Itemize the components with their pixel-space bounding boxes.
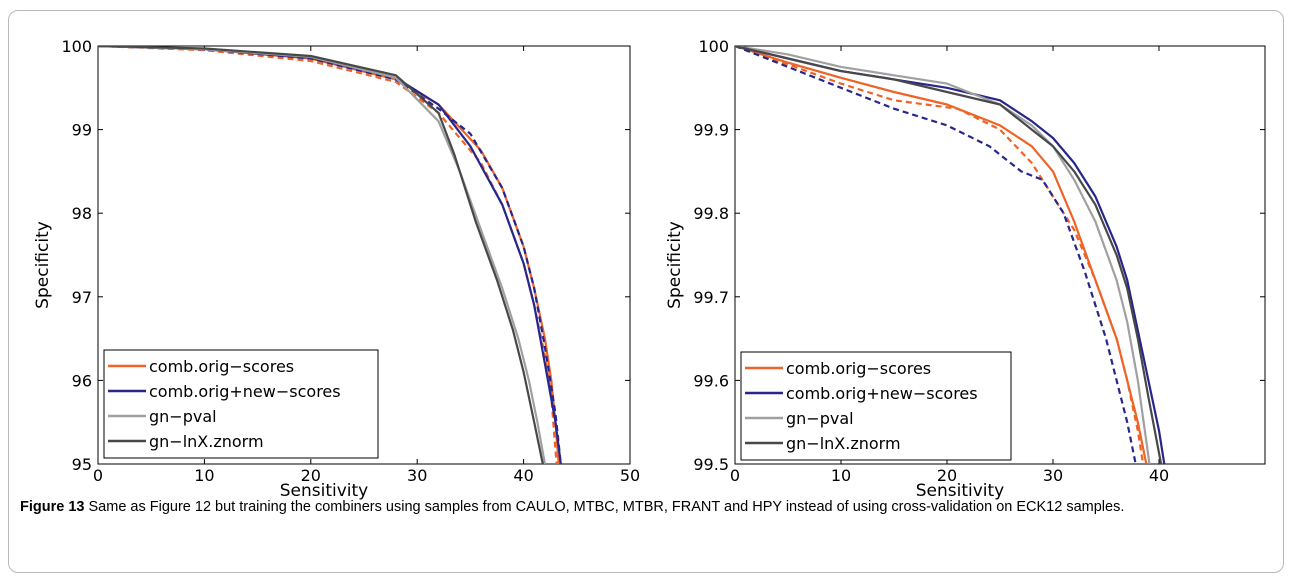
y-tick-label: 99.8 (693, 204, 729, 223)
x-axis-label: Sensitivity (280, 481, 369, 500)
legend-label: comb.orig+new−scores (786, 384, 978, 403)
series-line-3 (735, 46, 1137, 464)
series-line-1 (735, 46, 1145, 464)
plot-area-frame (97, 45, 631, 465)
legend-box (103, 349, 379, 459)
legend-label: comb.orig−scores (149, 357, 294, 376)
x-tick-label: 50 (620, 466, 640, 485)
x-tick-label: 40 (1149, 466, 1169, 485)
legend-label: comb.orig+new−scores (149, 382, 341, 401)
y-tick-label: 99.7 (693, 288, 729, 307)
x-tick-label: 20 (937, 466, 957, 485)
series-line-3 (98, 46, 562, 464)
legend-label: gn−pval (786, 409, 854, 428)
caption-text: Same as Figure 12 but training the combi… (88, 499, 1125, 515)
y-tick-label: 100 (698, 37, 729, 56)
y-tick-label: 96 (72, 371, 92, 390)
x-tick-label: 30 (1043, 466, 1063, 485)
legend-label: gn−pval (149, 407, 217, 426)
y-tick-label: 99.6 (693, 371, 729, 390)
x-tick-label: 0 (730, 466, 740, 485)
legend-label: gn−lnX.znorm (149, 432, 264, 451)
series-line-5 (98, 46, 544, 464)
y-tick-label: 95 (72, 455, 92, 474)
caption-label: Figure 13 (20, 499, 85, 515)
series-line-0 (735, 46, 1148, 464)
chart-left: 0 10 20 30 40 50 95 96 97 98 99 100 Sensitivity Speci… (33, 37, 640, 500)
x-tick-label: 0 (93, 466, 103, 485)
y-tick-label: 97 (72, 288, 92, 307)
series-group (735, 46, 1166, 464)
legend-box (740, 351, 1012, 461)
x-tick-label: 10 (831, 466, 851, 485)
series-line-5 (735, 46, 1163, 464)
y-axis-label: Specificity (33, 221, 53, 309)
x-tick-label: 40 (513, 466, 533, 485)
y-tick-label: 100 (61, 37, 92, 56)
legend-label: comb.orig−scores (786, 359, 931, 378)
plot-area-frame (734, 45, 1266, 465)
series-group (98, 46, 562, 464)
x-tick-label: 10 (194, 466, 214, 485)
y-tick-label: 99.9 (693, 121, 729, 140)
series-line-4 (735, 46, 1151, 464)
chart-right: 0 10 20 30 40 99.5 99.6 99.7 99.8 99.9 100 Sensitiv… (665, 37, 1266, 500)
x-axis-label: Sensitivity (916, 481, 1005, 500)
x-tick-label: 30 (407, 466, 427, 485)
figure-frame (8, 10, 1284, 573)
y-tick-label: 98 (72, 204, 92, 223)
x-tick-label: 20 (301, 466, 321, 485)
y-axis-label: Specificity (665, 221, 685, 309)
legend-label: gn−lnX.znorm (786, 434, 901, 453)
y-tick-label: 99.5 (693, 455, 729, 474)
figure-caption: Figure 13 Same as Figure 12 but training… (20, 495, 1280, 519)
y-tick-label: 99 (72, 121, 92, 140)
